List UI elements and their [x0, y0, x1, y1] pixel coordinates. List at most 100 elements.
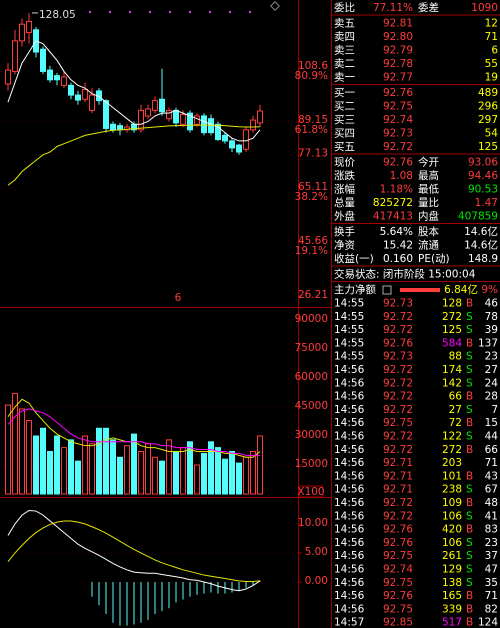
trade-count: 28: [485, 391, 498, 403]
indicator-line: [7, 40, 261, 142]
quote-cell: 委比: [334, 1, 355, 14]
quote-cell: 90.53: [468, 184, 498, 196]
volume-bar: [138, 450, 144, 495]
volume-bar: [33, 435, 39, 495]
candle-body: [82, 89, 88, 100]
trade-side: B: [466, 590, 473, 602]
trade-price: 92.76: [383, 524, 413, 536]
quote-cell: 93.06: [468, 157, 498, 169]
quote-cell: 1.47: [475, 197, 498, 209]
candle-body: [250, 119, 256, 131]
candle-body: [5, 69, 11, 85]
high-marker-label: 128.05: [39, 9, 76, 21]
volume-bar: [229, 450, 235, 495]
quote-cell: 卖一: [334, 72, 355, 84]
trade-time: 14:56: [334, 431, 365, 443]
trade-volume: 122: [442, 431, 462, 443]
trade-count: 44: [485, 431, 499, 443]
trade-count: 71: [485, 457, 498, 469]
quote-cell: 内盘: [418, 210, 439, 223]
trade-price: 92.73: [383, 298, 413, 310]
candle-body: [110, 123, 116, 131]
candle-body: [124, 126, 130, 131]
candle-body: [103, 100, 109, 129]
volume-bar: [152, 456, 158, 495]
y-tick-label: 90000: [295, 313, 328, 325]
quote-cell: 825272: [373, 197, 413, 209]
volume-bar: [236, 462, 242, 495]
quote-cell: 14.6亿: [464, 239, 498, 252]
volume-bar: [124, 445, 130, 495]
y-tick-label: 10.00: [298, 517, 328, 529]
y-tick-label: 75000: [295, 342, 328, 354]
trade-side: S: [466, 404, 473, 416]
quote-cell: 54: [485, 128, 499, 140]
volume-bar: [145, 443, 151, 495]
trade-time: 14:56: [334, 457, 365, 469]
trade-time: 14:56: [334, 417, 365, 429]
candle-body: [166, 109, 172, 120]
volume-bar: [103, 427, 109, 495]
quote-cell: 92.74: [383, 114, 413, 126]
main-force-pct: 9%: [481, 284, 498, 296]
trade-volume: 88: [449, 351, 462, 363]
trade-side: S: [466, 537, 473, 549]
y-tick-label: 26.21: [298, 289, 328, 301]
trade-count: 43: [485, 470, 498, 482]
volume-bar: [110, 439, 116, 495]
quote-cell: 12: [485, 18, 498, 30]
trade-time: 14:55: [334, 337, 364, 349]
trade-volume: 66: [449, 391, 463, 403]
trade-price: 92.72: [383, 377, 413, 389]
quote-cell: 55: [485, 58, 498, 70]
volume-bar: [222, 458, 228, 495]
volume-bar: [47, 450, 53, 495]
quote-cell: 股本: [418, 225, 439, 238]
trade-time: 14:56: [334, 391, 365, 403]
trade-volume: 165: [442, 590, 462, 602]
quote-cell: 0.160: [383, 253, 413, 265]
candle-body: [173, 109, 179, 124]
main-force-amount: 6.84亿: [444, 283, 478, 296]
indicator-line: [7, 520, 261, 582]
volume-bar: [26, 420, 32, 495]
trade-count: 83: [485, 524, 498, 536]
volume-bar: [166, 439, 172, 495]
trade-side: S: [466, 364, 473, 376]
trade-side: B: [466, 524, 473, 536]
quote-cell: 77.11%: [373, 2, 413, 14]
trade-price: 92.73: [383, 351, 413, 363]
trade-side: B: [466, 603, 473, 615]
quote-cell: 92.76: [383, 157, 413, 169]
trade-side: S: [466, 510, 473, 522]
volume-bar: [250, 450, 256, 495]
trade-count: 67: [485, 484, 498, 496]
quote-cell: 换手: [334, 225, 355, 238]
trade-volume: 27: [449, 404, 462, 416]
volume-bar: [89, 443, 95, 495]
volume-bar: [194, 464, 200, 495]
candle-body: [194, 115, 200, 125]
marker-label: 6: [175, 292, 182, 304]
candle-body: [187, 112, 193, 131]
volume-bar: [201, 452, 207, 495]
volume-bar: [54, 435, 60, 495]
volume-bar: [257, 435, 263, 495]
trade-price: 92.74: [383, 564, 413, 576]
candle-body: [152, 100, 158, 111]
trade-volume: 138: [442, 577, 462, 589]
trade-price: 92.71: [383, 470, 413, 482]
trade-side: B: [466, 470, 473, 482]
quote-cell: 71: [485, 31, 498, 43]
volume-bar: [19, 408, 25, 495]
y-tick-label: 45000: [295, 400, 328, 412]
fib-label: 19.1%: [295, 245, 328, 257]
trade-price: 92.72: [383, 497, 413, 509]
quote-cell: 卖四: [334, 31, 355, 43]
trade-side: B: [466, 337, 473, 349]
y-tick-label: 30000: [295, 429, 328, 441]
y-tick-label: 15000: [295, 458, 328, 470]
trade-price: 92.72: [383, 431, 413, 443]
trade-price: 92.72: [383, 311, 413, 323]
